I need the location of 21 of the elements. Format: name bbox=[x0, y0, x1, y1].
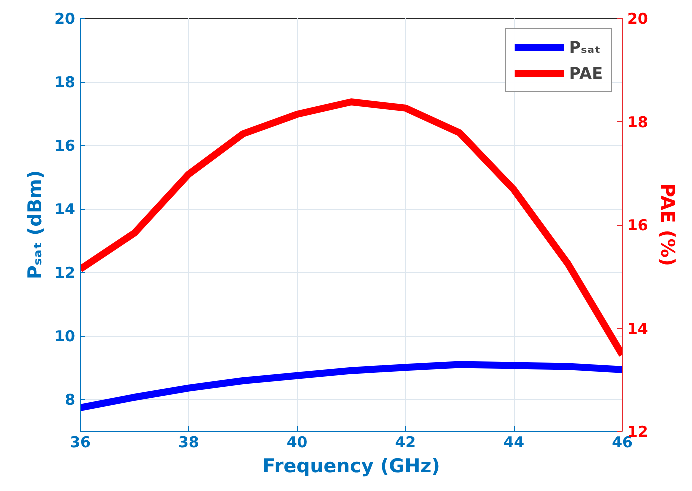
x-tick-label: 38 bbox=[178, 434, 200, 452]
y2-axis-title: PAE (%) bbox=[656, 184, 678, 266]
y-tick-label: 20 bbox=[54, 10, 76, 28]
y-tick-label: 10 bbox=[54, 328, 76, 346]
legend-label: Pₛₐₜ bbox=[569, 38, 601, 56]
y-tick-label: 8 bbox=[65, 391, 76, 410]
y-tick-label: 14 bbox=[54, 200, 76, 219]
x-tick-label: 36 bbox=[70, 434, 91, 452]
x-tick-label: 40 bbox=[286, 434, 308, 452]
y-tick-label: 18 bbox=[54, 74, 76, 92]
y2-tick-label: 14 bbox=[628, 320, 648, 338]
y-tick-label: 12 bbox=[54, 264, 76, 282]
x-tick-label: 44 bbox=[504, 434, 525, 452]
y-axis-title: Pₛₐₜ (dBm) bbox=[24, 170, 47, 280]
x-axis-title: Frequency (GHz) bbox=[262, 456, 440, 478]
y2-tick-label: 16 bbox=[628, 216, 648, 234]
x-tick-label: 42 bbox=[395, 434, 416, 452]
legend-label: PAE bbox=[569, 64, 603, 82]
y2-tick-label: 18 bbox=[628, 113, 648, 132]
y2-tick-label: 20 bbox=[628, 10, 648, 28]
y-tick-label: 16 bbox=[54, 137, 76, 156]
